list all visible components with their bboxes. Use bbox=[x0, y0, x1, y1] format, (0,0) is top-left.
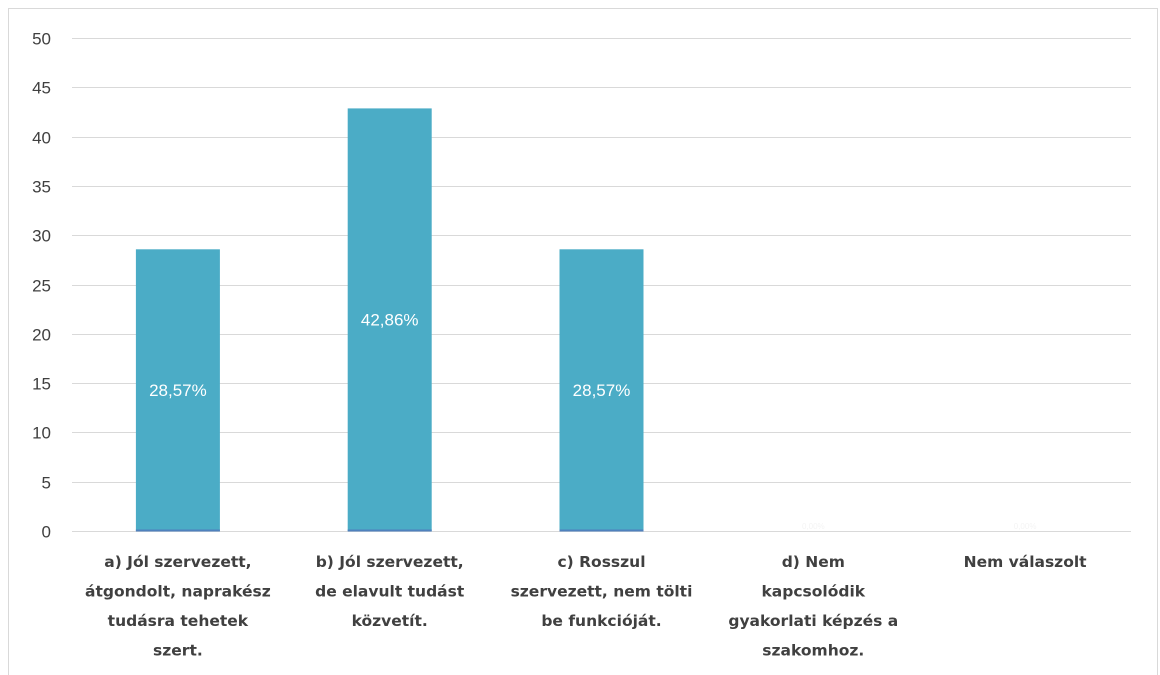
y-tick-label-40: 40 bbox=[32, 129, 51, 148]
category-label-3-line-3: szakomhoz. bbox=[762, 642, 864, 660]
y-tick-label-0: 0 bbox=[42, 523, 51, 542]
category-label-0-line-0: a) Jól szervezett, bbox=[104, 553, 251, 571]
data-label-0: 28,57% bbox=[149, 381, 207, 400]
category-label-0-line-3: szert. bbox=[153, 642, 203, 660]
category-label-0-line-2: tudásra tehetek bbox=[108, 612, 249, 630]
category-label-2-line-0: c) Rosszul bbox=[557, 553, 645, 571]
y-tick-label-5: 5 bbox=[42, 474, 51, 493]
y-tick-label-45: 45 bbox=[32, 79, 51, 98]
bar-0 bbox=[135, 249, 220, 531]
y-tick-label-50: 50 bbox=[32, 30, 51, 49]
category-label-3-line-2: gyakorlati képzés a bbox=[728, 612, 898, 630]
y-tick-label-15: 15 bbox=[32, 375, 51, 394]
category-label-3-line-1: kapcsolódik bbox=[761, 583, 865, 601]
y-tick-label-30: 30 bbox=[32, 227, 51, 246]
data-label-4: 0,00% bbox=[1014, 522, 1037, 531]
y-tick-label-10: 10 bbox=[32, 424, 51, 443]
category-label-1-line-1: de elavult tudást bbox=[315, 583, 465, 601]
category-label-3-line-0: d) Nem bbox=[782, 553, 845, 571]
category-label-0-line-1: átgondolt, naprakész bbox=[85, 583, 271, 601]
category-label-2-line-2: be funkcióját. bbox=[541, 612, 661, 630]
category-label-4-line-0: Nem válaszolt bbox=[964, 553, 1088, 571]
data-label-1: 42,86% bbox=[361, 311, 419, 330]
bar-1 bbox=[347, 108, 432, 532]
y-tick-label-35: 35 bbox=[32, 178, 51, 197]
data-label-3: 0,00% bbox=[802, 522, 825, 531]
category-label-1-line-0: b) Jól szervezett, bbox=[316, 553, 464, 571]
y-tick-label-20: 20 bbox=[32, 326, 51, 345]
category-label-1-line-2: közvetít. bbox=[352, 612, 428, 630]
data-label-2: 28,57% bbox=[573, 381, 631, 400]
category-label-2-line-1: szervezett, nem tölti bbox=[511, 583, 693, 601]
bar-2 bbox=[559, 249, 644, 531]
y-tick-label-25: 25 bbox=[32, 277, 51, 296]
